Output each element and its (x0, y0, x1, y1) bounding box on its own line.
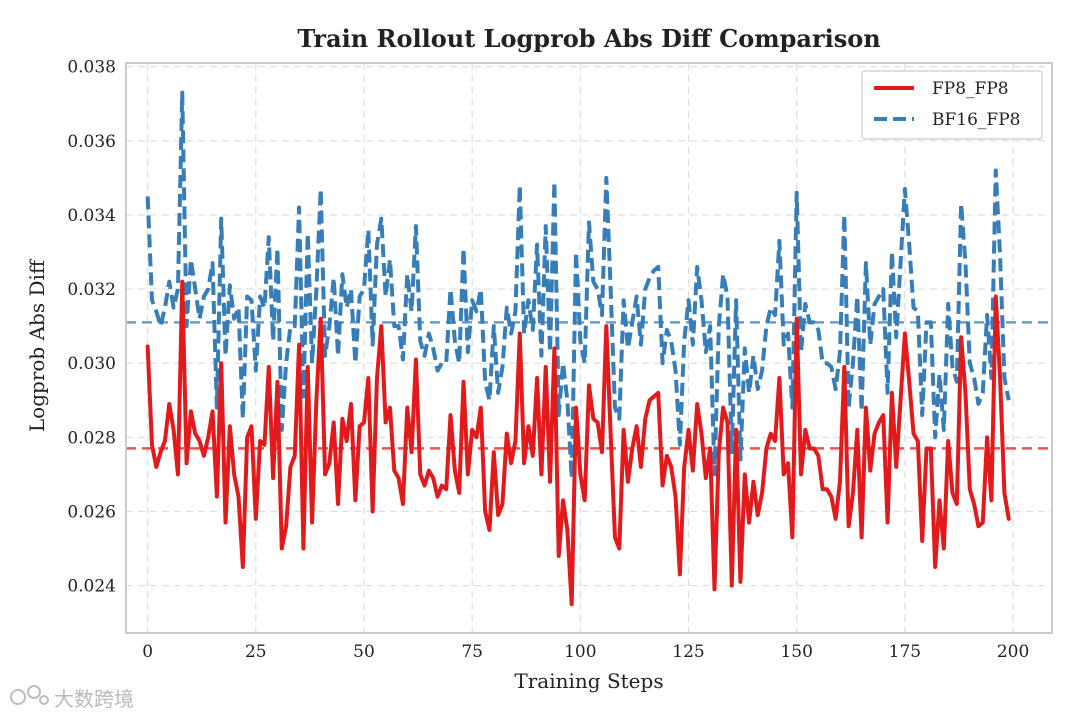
y-axis-ticks: 0.024 0.026 0.028 0.030 0.032 0.034 0.036 0.038 (67, 58, 116, 597)
x-tick-label: 125 (672, 642, 704, 662)
x-axis-ticks: 0 25 50 75 100 125 150 175 200 (142, 642, 1029, 662)
chart-title: Train Rollout Logprob Abs Diff Compariso… (297, 24, 880, 53)
x-tick-label: 25 (245, 642, 267, 662)
watermark: 大数跨境 (10, 685, 134, 711)
series-layer (145, 90, 1011, 607)
series-line-bf16-fp8 (145, 90, 1011, 481)
series-line-fp8-fp8 (145, 279, 1011, 607)
legend: FP8_FP8 BF16_FP8 (861, 70, 1043, 140)
plot-area (126, 63, 1052, 633)
y-tick-label: 0.028 (67, 428, 116, 448)
y-tick-label: 0.026 (67, 502, 116, 522)
y-tick-label: 0.030 (67, 354, 116, 374)
y-tick-label: 0.032 (67, 280, 116, 300)
x-tick-label: 50 (353, 642, 375, 662)
legend-label-bf16-fp8: BF16_FP8 (932, 110, 1020, 130)
y-axis-label: Logprob Abs Diff (25, 258, 49, 432)
y-tick-label: 0.036 (67, 132, 116, 152)
x-axis-label: Training Steps (514, 669, 663, 693)
watermark-text: 大数跨境 (54, 687, 134, 711)
x-tick-label: 100 (564, 642, 596, 662)
y-tick-label: 0.034 (67, 206, 116, 226)
watermark-logo-icon (10, 685, 49, 705)
x-tick-label: 150 (780, 642, 812, 662)
x-tick-label: 175 (889, 642, 921, 662)
plot-frame (125, 62, 1053, 634)
x-tick-label: 0 (142, 642, 153, 662)
legend-label-fp8-fp8: FP8_FP8 (932, 79, 1009, 99)
x-tick-label: 75 (461, 642, 483, 662)
x-tick-label: 200 (997, 642, 1029, 662)
y-tick-label: 0.024 (67, 577, 116, 597)
y-tick-label: 0.038 (67, 58, 116, 78)
